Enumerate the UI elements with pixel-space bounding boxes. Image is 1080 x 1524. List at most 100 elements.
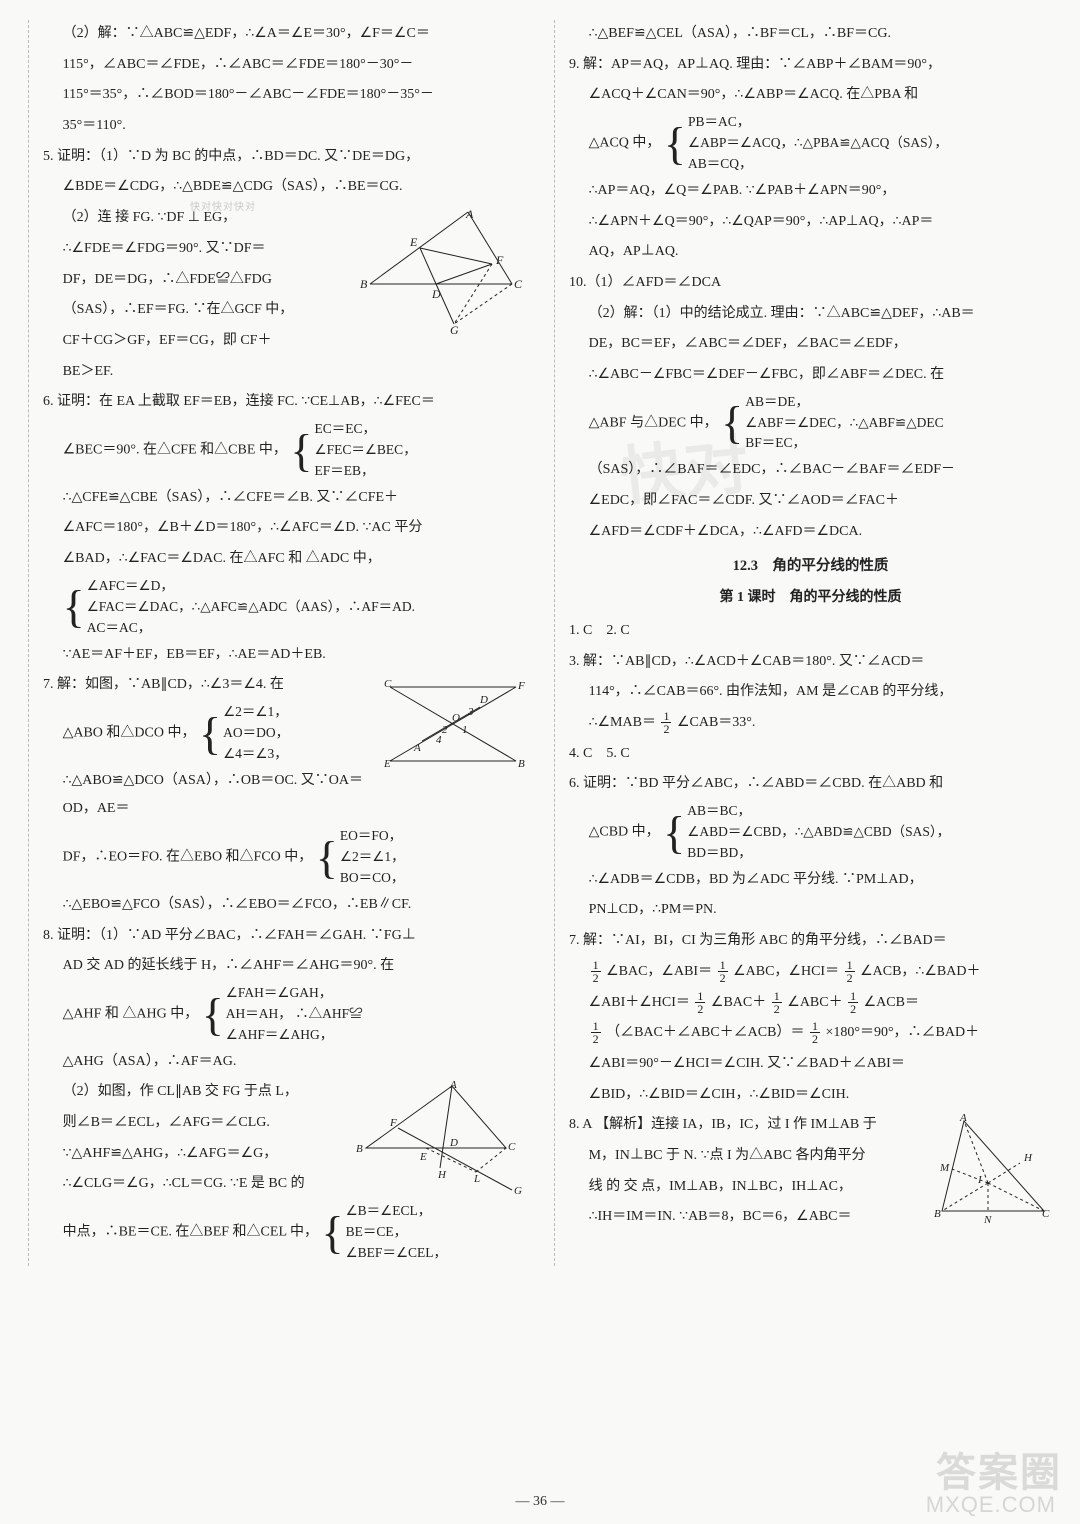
- fraction-half-icon: 12: [661, 710, 671, 735]
- q10-line2: （2）解：（1）中的结论成立. 理由：∵△ABC≌△DEF，∴AB＝: [569, 300, 1052, 329]
- svg-text:L: L: [473, 1173, 480, 1185]
- r7c-m2: ∠ABC＋: [787, 995, 842, 1010]
- figure-r8: ABC HI MN: [934, 1113, 1052, 1223]
- svg-text:E: E: [409, 235, 418, 249]
- q10-line8: ∠AFD＝∠CDF＋∠DCA，∴∠AFD＝∠DCA.: [569, 518, 1052, 547]
- svg-text:D: D: [479, 694, 488, 706]
- svg-text:E: E: [383, 758, 391, 770]
- svg-text:B: B: [360, 277, 368, 291]
- q10-line3: DE，BC＝EF，∠ABC＝∠DEF，∠BAC＝∠EDF，: [569, 330, 1052, 359]
- brace-line: ∠AFC＝∠D，: [87, 576, 415, 597]
- page-number: — 36 —: [0, 1494, 1080, 1510]
- fraction-half-icon: 12: [591, 959, 601, 984]
- r7-line4: 12 （∠BAC＋∠ABC＋∠ACB）＝ 12 ×180°＝90°，∴∠BAD＋: [569, 1019, 1052, 1048]
- svg-text:D: D: [431, 287, 441, 301]
- svg-text:2: 2: [442, 724, 448, 736]
- r3-pre: ∴∠MAB＝: [589, 715, 656, 730]
- q5-line1: 5. 证明：（1）∵D 为 BC 的中点，∴BD＝DC. 又∵DE＝DG，: [43, 143, 526, 172]
- q6-line4: ∠AFC＝180°，∠B＋∠D＝180°，∴∠AFC＝∠D. ∵AC 平分: [43, 514, 526, 543]
- brace-line: ∠FEC＝∠BEC，: [314, 440, 416, 461]
- q6-text: ∠BEC＝90°. 在△CFE 和△CBE 中，: [63, 443, 287, 458]
- r7-end: ∠ACB，∴∠BAD＋: [860, 964, 980, 979]
- right-column: ∴△BEF≌△CEL（ASA），∴BF＝CL，∴BF＝CG. 9. 解：AP＝A…: [554, 20, 1052, 1266]
- brace-line: AB＝CQ，: [688, 154, 948, 175]
- q2-line3: 115°＝35°，∴∠BOD＝180°－∠ABC－∠FDE＝180°－35°－: [43, 81, 526, 110]
- brace-line: ∠AHF＝∠AHG，: [226, 1025, 363, 1046]
- r7-m1: ∠BAC，∠ABI＝: [606, 964, 712, 979]
- fraction-half-icon: 12: [695, 990, 705, 1015]
- fraction-half-icon: 12: [845, 959, 855, 984]
- q6-line6: ∵AE＝AF＋EF，EB＝EF，∴AE＝AD＋EB.: [43, 641, 526, 670]
- brace-line: ∠BEF＝∠CEL，: [346, 1243, 447, 1264]
- svg-text:1: 1: [462, 724, 468, 736]
- brace-line: AO＝DO，: [223, 723, 289, 744]
- q6-line1: 6. 证明：在 EA 上截取 EF＝EB，连接 FC. ∵CE⊥AB，∴∠FEC…: [43, 388, 526, 417]
- brace-line: EO＝FO，: [340, 826, 405, 847]
- section-subtitle: 第 1 课时 角的平分线的性质: [569, 584, 1052, 613]
- r7d-end: ×180°＝90°，∴∠BAD＋: [825, 1025, 979, 1040]
- svg-text:B: B: [934, 1208, 941, 1220]
- svg-text:G: G: [514, 1185, 522, 1197]
- answers-1-2: 1. C 2. C: [569, 617, 1052, 646]
- svg-text:F: F: [495, 253, 504, 267]
- svg-text:H: H: [1023, 1152, 1033, 1164]
- fraction-half-icon: 12: [591, 1020, 601, 1045]
- q6-line3: ∴△CFE≌△CBE（SAS），∴∠CFE＝∠B. 又∵∠CFE＋: [43, 484, 526, 513]
- q7-brace2: { EO＝FO， ∠2＝∠1， BO＝CO，: [316, 826, 405, 889]
- svg-text:C: C: [508, 1141, 516, 1153]
- svg-text:A: A: [959, 1113, 967, 1124]
- q7-line3: ∴△ABO≌△DCO（ASA），∴OB＝OC. 又∵OA＝OD，AE＝: [43, 767, 526, 824]
- q2-line2: 115°，∠ABC＝∠FDE，∴∠ABC＝∠FDE＝180°－30°－: [43, 51, 526, 80]
- svg-text:H: H: [437, 1169, 447, 1181]
- figure-q5: A B C D E F G: [358, 206, 526, 334]
- r7c-end: ∠ACB＝: [864, 995, 919, 1010]
- svg-text:F: F: [389, 1117, 397, 1129]
- q6-brace: { EC＝EC， ∠FEC＝∠BEC， EF＝EB，: [290, 419, 416, 482]
- fraction-half-icon: 12: [810, 1020, 820, 1045]
- brace-line: ∠FAH＝∠GAH，: [226, 983, 363, 1004]
- q8-line3: △AHF 和 △AHG 中， { ∠FAH＝∠GAH， AH＝AH， ∴△AHF…: [43, 983, 526, 1046]
- q8-line9: 中点，∴BE＝CE. 在△BEF 和△CEL 中， { ∠B＝∠ECL， BE＝…: [43, 1201, 526, 1264]
- r7-line3: ∠ABI＋∠HCI＝ 12 ∠BAC＋ 12 ∠ABC＋ 12 ∠ACB＝: [569, 989, 1052, 1018]
- svg-text:M: M: [939, 1162, 950, 1174]
- q9-text: △ACQ 中，: [589, 136, 661, 151]
- q9-brace: { PB＝AC， ∠ABP＝∠ACQ，∴△PBA≌△ACQ（SAS）， AB＝C…: [664, 112, 948, 175]
- brace-line: EC＝EC，: [314, 419, 416, 440]
- r7d-m: （∠BAC＋∠ABC＋∠ACB）＝: [606, 1025, 804, 1040]
- q8-brace2: { ∠B＝∠ECL， BE＝CE， ∠BEF＝∠CEL，: [321, 1201, 447, 1264]
- brace-line: ∠ABF＝∠DEC，∴△ABF≌△DEC: [745, 413, 943, 434]
- svg-text:D: D: [449, 1137, 458, 1149]
- svg-text:I: I: [977, 1174, 983, 1186]
- r6-line4: PN⊥CD，∴PM＝PN.: [569, 896, 1052, 925]
- q9-line4: ∴AP＝AQ，∠Q＝∠PAB. ∵∠PAB＋∠APN＝90°，: [569, 177, 1052, 206]
- q8-line1: 8. 证明：（1）∵AD 平分∠BAC，∴∠FAH＝∠GAH. ∵FG⊥: [43, 922, 526, 951]
- watermark-url: MXQE.COM: [926, 1492, 1056, 1518]
- q10-line6: （SAS），∴∠BAF＝∠EDC，∴∠BAC－∠BAF＝∠EDF－: [569, 456, 1052, 485]
- svg-text:3: 3: [467, 706, 474, 718]
- q7-brace: { ∠2＝∠1， AO＝DO， ∠4＝∠3，: [199, 702, 289, 765]
- q8-text2: 中点，∴BE＝CE. 在△BEF 和△CEL 中，: [63, 1225, 318, 1240]
- q10-line5: △ABF 与△DEC 中， { AB＝DE， ∠ABF＝∠DEC，∴△ABF≌△…: [569, 392, 1052, 455]
- svg-text:C: C: [514, 277, 523, 291]
- brace-line: AC＝AC，: [87, 618, 415, 639]
- r7-line6: ∠BID，∴∠BID＝∠CIH，∴∠BID＝∠CIH.: [569, 1081, 1052, 1110]
- r7-line5: ∠ABI＝90°－∠HCI＝∠CIH. 又∵∠BAD＋∠ABI＝: [569, 1050, 1052, 1079]
- q5-line2: ∠BDE＝∠CDG，∴△BDE≌△CDG（SAS），∴BE＝CG.: [43, 173, 526, 202]
- q10-brace: { AB＝DE， ∠ABF＝∠DEC，∴△ABF≌△DEC BF＝EC，: [721, 392, 944, 455]
- brace-line: AB＝BC，: [687, 801, 950, 822]
- brace-line: PB＝AC，: [688, 112, 948, 133]
- r3-line3: ∴∠MAB＝ 12 ∠CAB＝33°.: [569, 709, 1052, 738]
- brace-line: ∠ABD＝∠CBD，∴△ABD≌△CBD（SAS），: [687, 822, 950, 843]
- svg-text:4: 4: [436, 734, 442, 746]
- q6-brace2: { ∠AFC＝∠D， ∠FAC＝∠DAC，∴△AFC≌△ADC（AAS），∴AF…: [43, 576, 526, 639]
- q9-line3: △ACQ 中， { PB＝AC， ∠ABP＝∠ACQ，∴△PBA≌△ACQ（SA…: [569, 112, 1052, 175]
- figure-q8: ABC DE FG HL: [356, 1080, 526, 1198]
- q10-line1: 10.（1）∠AFD＝∠DCA: [569, 269, 1052, 298]
- fraction-half-icon: 12: [718, 959, 728, 984]
- r6-line3: ∴∠ADB＝∠CDB，BD 为∠ADC 平分线. ∵PM⊥AD，: [569, 866, 1052, 895]
- answers-4-5: 4. C 5. C: [569, 740, 1052, 769]
- fraction-half-icon: 12: [772, 990, 782, 1015]
- brace-line: AB＝DE，: [745, 392, 943, 413]
- r7-line1: 7. 解：∵AI，BI，CI 为三角形 ABC 的角平分线，∴∠BAD＝: [569, 927, 1052, 956]
- r7c-m1: ∠BAC＋: [711, 995, 766, 1010]
